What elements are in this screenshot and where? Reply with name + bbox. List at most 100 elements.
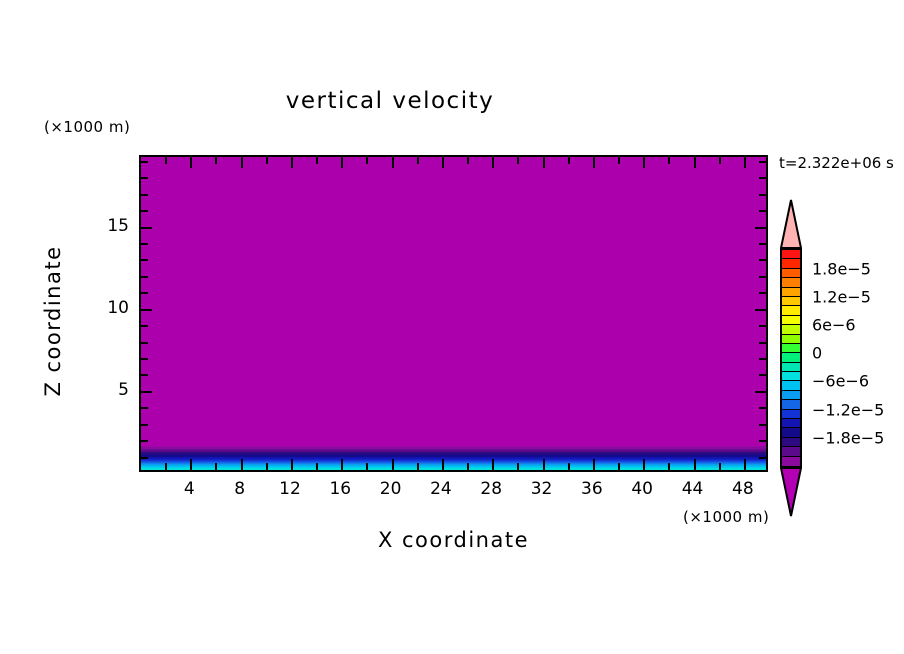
y-tick bbox=[141, 325, 148, 328]
x-tick bbox=[618, 157, 621, 164]
y-tick bbox=[755, 308, 766, 311]
x-tick bbox=[366, 157, 369, 164]
x-tick bbox=[467, 157, 470, 164]
y-tick bbox=[759, 440, 766, 443]
x-tick bbox=[567, 463, 570, 470]
x-tick-label: 20 bbox=[379, 479, 402, 499]
colorbar-band bbox=[782, 315, 800, 326]
y-tick bbox=[759, 259, 766, 262]
colorbar-bands bbox=[780, 248, 802, 468]
x-tick-label: 16 bbox=[329, 479, 352, 499]
y-axis-title: Z coordinate bbox=[41, 245, 65, 397]
y-tick bbox=[141, 440, 148, 443]
colorbar-over-arrow-icon bbox=[780, 199, 802, 249]
y-tick bbox=[141, 226, 152, 229]
x-tick-label: 40 bbox=[631, 479, 654, 499]
plot-area bbox=[139, 155, 768, 472]
x-tick bbox=[190, 459, 193, 470]
x-tick bbox=[693, 157, 696, 168]
colorbar-band bbox=[782, 409, 800, 420]
x-tick bbox=[165, 157, 168, 164]
x-tick bbox=[316, 463, 319, 470]
x-tick bbox=[290, 459, 293, 470]
x-tick bbox=[542, 157, 545, 168]
colorbar-band bbox=[782, 334, 800, 344]
colorbar-band bbox=[782, 343, 800, 354]
colorbar-band bbox=[782, 362, 800, 373]
colorbar-band bbox=[782, 250, 800, 260]
y-tick bbox=[141, 259, 148, 262]
colorbar-band bbox=[782, 400, 800, 410]
x-tick-label: 32 bbox=[530, 479, 553, 499]
y-tick bbox=[141, 374, 148, 377]
colorbar-band bbox=[782, 296, 800, 307]
x-tick bbox=[517, 157, 520, 164]
x-tick bbox=[391, 157, 394, 168]
x-tick bbox=[441, 459, 444, 470]
y-tick bbox=[759, 275, 766, 278]
colorbar-band bbox=[782, 456, 800, 466]
y-tick bbox=[141, 308, 152, 311]
colorbar-band bbox=[782, 306, 800, 316]
y-tick bbox=[759, 341, 766, 344]
colorbar-band bbox=[782, 259, 800, 269]
colorbar-tick-label: 1.2e−5 bbox=[812, 287, 871, 307]
x-tick bbox=[215, 157, 218, 164]
heatmap-field bbox=[141, 157, 766, 470]
time-annotation: t=2.322e+06 s bbox=[779, 154, 894, 172]
x-tick-label: 48 bbox=[732, 479, 754, 499]
x-tick-label: 8 bbox=[234, 479, 246, 499]
colorbar-tick-label: −6e−6 bbox=[812, 371, 870, 391]
x-tick bbox=[467, 463, 470, 470]
colorbar-band bbox=[782, 353, 800, 363]
colorbar-tick-label: −1.8e−5 bbox=[812, 428, 885, 448]
x-tick bbox=[693, 459, 696, 470]
y-tick bbox=[759, 374, 766, 377]
colorbar-band bbox=[782, 447, 800, 457]
colorbar-under-arrow-icon bbox=[780, 467, 802, 517]
x-tick bbox=[492, 157, 495, 168]
y-tick bbox=[759, 177, 766, 180]
y-tick bbox=[141, 341, 148, 344]
x-tick bbox=[592, 459, 595, 470]
y-tick bbox=[141, 160, 148, 163]
x-tick bbox=[341, 157, 344, 168]
y-tick bbox=[141, 193, 148, 196]
x-tick bbox=[592, 157, 595, 168]
y-tick bbox=[759, 358, 766, 361]
x-tick bbox=[165, 463, 168, 470]
colorbar-band bbox=[782, 325, 800, 335]
x-tick bbox=[240, 459, 243, 470]
x-tick bbox=[416, 463, 419, 470]
y-tick bbox=[141, 243, 148, 246]
x-tick-label: 28 bbox=[480, 479, 503, 499]
y-tick bbox=[141, 390, 152, 393]
y-tick bbox=[759, 423, 766, 426]
y-tick bbox=[759, 160, 766, 163]
y-tick-label: 15 bbox=[107, 215, 129, 236]
x-tick-label: 44 bbox=[681, 479, 704, 499]
x-tick bbox=[718, 157, 721, 164]
y-tick bbox=[755, 226, 766, 229]
colorbar-tick-label: 6e−6 bbox=[812, 315, 856, 335]
y-tick bbox=[755, 390, 766, 393]
y-tick bbox=[759, 292, 766, 295]
y-tick-label: 5 bbox=[118, 379, 129, 400]
x-tick bbox=[668, 157, 671, 164]
colorbar-tick-label: 1.8e−5 bbox=[812, 259, 871, 279]
x-tick bbox=[542, 459, 545, 470]
x-tick-label: 4 bbox=[183, 479, 195, 499]
y-tick bbox=[759, 325, 766, 328]
x-axis-title: X coordinate bbox=[377, 528, 530, 552]
colorbar-band bbox=[782, 381, 800, 391]
y-tick bbox=[141, 210, 148, 213]
y-tick bbox=[141, 292, 148, 295]
y-axis-unit-label: (×1000 m) bbox=[44, 118, 131, 136]
x-tick bbox=[643, 459, 646, 470]
x-tick bbox=[265, 463, 268, 470]
y-tick-label: 10 bbox=[107, 297, 129, 318]
colorbar-band bbox=[782, 419, 800, 429]
colorbar-band bbox=[782, 287, 800, 297]
x-tick bbox=[441, 157, 444, 168]
